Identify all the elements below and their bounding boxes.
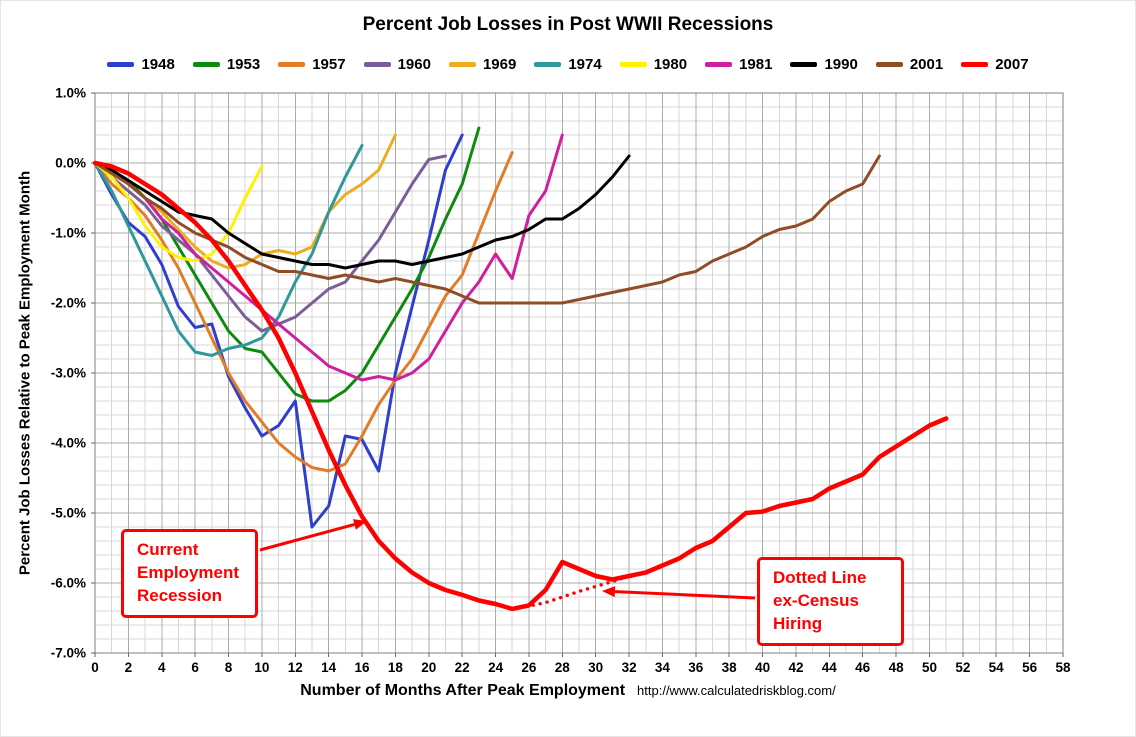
svg-text:24: 24 <box>488 660 504 675</box>
source-url: http://www.calculatedriskblog.com/ <box>637 683 836 698</box>
svg-text:42: 42 <box>788 660 803 675</box>
series-2001 <box>93 154 881 305</box>
legend-item: 1948 <box>107 56 175 73</box>
legend-label: 1974 <box>568 56 602 73</box>
legend-label: 2001 <box>909 56 944 73</box>
y-tick-labels: -7.0% -6.0% -5.0% -4.0% -3.0% -2.0% -1.0% 0.0% 1… <box>51 86 86 661</box>
annotation-arrows <box>259 519 756 600</box>
series-1957 <box>93 151 514 473</box>
legend-swatch <box>790 62 818 67</box>
legend-item: 1960 <box>363 56 431 73</box>
legend-label: 1960 <box>397 56 431 73</box>
svg-text:-5.0%: -5.0% <box>51 506 86 521</box>
svg-text:30: 30 <box>588 660 603 675</box>
legend-label: 1990 <box>824 56 858 73</box>
legend-swatch <box>961 62 989 67</box>
series-lines <box>92 126 949 612</box>
legend-swatch <box>278 62 306 67</box>
annotation-line: Current <box>137 540 199 559</box>
svg-text:-2.0%: -2.0% <box>51 296 86 311</box>
svg-text:58: 58 <box>1055 660 1071 675</box>
legend-item: 1974 <box>534 56 602 73</box>
legend-item: 1980 <box>619 56 688 73</box>
legend-swatch <box>192 62 220 67</box>
svg-text:16: 16 <box>354 660 370 675</box>
legend-label: 1980 <box>653 56 688 73</box>
x-tick-labels: 0 2 4 6 8 10 12 14 16 18 20 22 24 26 28 30 32 34 36 38 40 42 4… <box>91 660 1071 675</box>
svg-text:20: 20 <box>421 660 436 675</box>
legend-swatch <box>107 62 135 67</box>
axis-ticks <box>91 92 1064 657</box>
annotation-line: Employment <box>137 562 240 582</box>
svg-text:38: 38 <box>722 660 738 675</box>
svg-text:54: 54 <box>989 660 1005 675</box>
x-axis-title: Number of Months After Peak Employment <box>300 682 626 699</box>
svg-text:18: 18 <box>388 660 404 675</box>
svg-text:44: 44 <box>822 660 838 675</box>
svg-text:2: 2 <box>125 660 133 675</box>
legend-item: 2001 <box>875 56 944 73</box>
svg-text:50: 50 <box>922 660 937 675</box>
svg-text:32: 32 <box>622 660 637 675</box>
svg-text:36: 36 <box>688 660 704 675</box>
legend-swatch <box>534 62 562 67</box>
series-1981 <box>93 133 564 382</box>
svg-text:52: 52 <box>955 660 970 675</box>
legend-item: 1957 <box>278 56 346 73</box>
legend-label: 1969 <box>482 56 517 73</box>
legend-swatch <box>363 62 391 67</box>
svg-text:28: 28 <box>555 660 571 675</box>
svg-text:6: 6 <box>191 660 199 675</box>
legend-item: 1990 <box>790 56 858 73</box>
series-1948 <box>93 133 464 529</box>
legend-item: 1981 <box>705 56 772 73</box>
annotation-line: ex-Census <box>773 590 859 610</box>
svg-text:12: 12 <box>288 660 303 675</box>
svg-text:-1.0%: -1.0% <box>51 226 86 241</box>
chart-title: Percent Job Losses in Post WWII Recessio… <box>362 14 774 35</box>
legend-label: 2007 <box>995 56 1029 73</box>
legend-label: 1981 <box>739 56 773 73</box>
legend: 1948 1953 1957 1960 1969 1974 1980 1981 1990 2001… <box>1 56 1135 73</box>
legend-item: 1953 <box>192 56 261 73</box>
svg-text:4: 4 <box>158 660 166 675</box>
svg-text:1.0%: 1.0% <box>55 86 86 101</box>
svg-text:-3.0%: -3.0% <box>51 366 86 381</box>
svg-text:46: 46 <box>855 660 871 675</box>
legend-label: 1953 <box>226 56 261 73</box>
legend-label: 1948 <box>141 56 175 73</box>
legend-item: 2007 <box>961 56 1029 73</box>
legend-item: 1969 <box>448 56 517 73</box>
svg-text:48: 48 <box>889 660 905 675</box>
series-1980 <box>93 161 264 263</box>
svg-text:0: 0 <box>91 660 99 675</box>
legend-swatch <box>875 62 903 67</box>
annotation-current-employment-recession: Current Employment Recession <box>121 529 258 618</box>
legend-swatch <box>448 62 476 67</box>
svg-text:8: 8 <box>225 660 233 675</box>
annotation-line: Hiring <box>773 613 823 633</box>
svg-text:-4.0%: -4.0% <box>51 436 86 451</box>
svg-text:14: 14 <box>321 660 337 675</box>
svg-text:-6.0%: -6.0% <box>51 576 86 591</box>
legend-swatch <box>619 62 647 67</box>
legend-label: 1957 <box>312 56 346 73</box>
svg-text:34: 34 <box>655 660 671 675</box>
svg-text:0.0%: 0.0% <box>55 156 86 171</box>
annotation-line: Recession <box>137 585 223 605</box>
legend-swatch <box>705 62 733 67</box>
svg-text:22: 22 <box>455 660 470 675</box>
series-2007-dotted <box>510 574 631 611</box>
svg-text:40: 40 <box>755 660 770 675</box>
svg-text:10: 10 <box>254 660 269 675</box>
svg-text:56: 56 <box>1022 660 1038 675</box>
x-axis-row: Number of Months After Peak Employment h… <box>1 682 1135 700</box>
series-1974 <box>93 144 364 357</box>
annotation-dotted-line-ex-census: Dotted Line ex-Census Hiring <box>757 557 904 646</box>
svg-text:-7.0%: -7.0% <box>51 646 86 661</box>
svg-text:26: 26 <box>521 660 537 675</box>
annotation-line: Dotted Line <box>773 568 867 587</box>
